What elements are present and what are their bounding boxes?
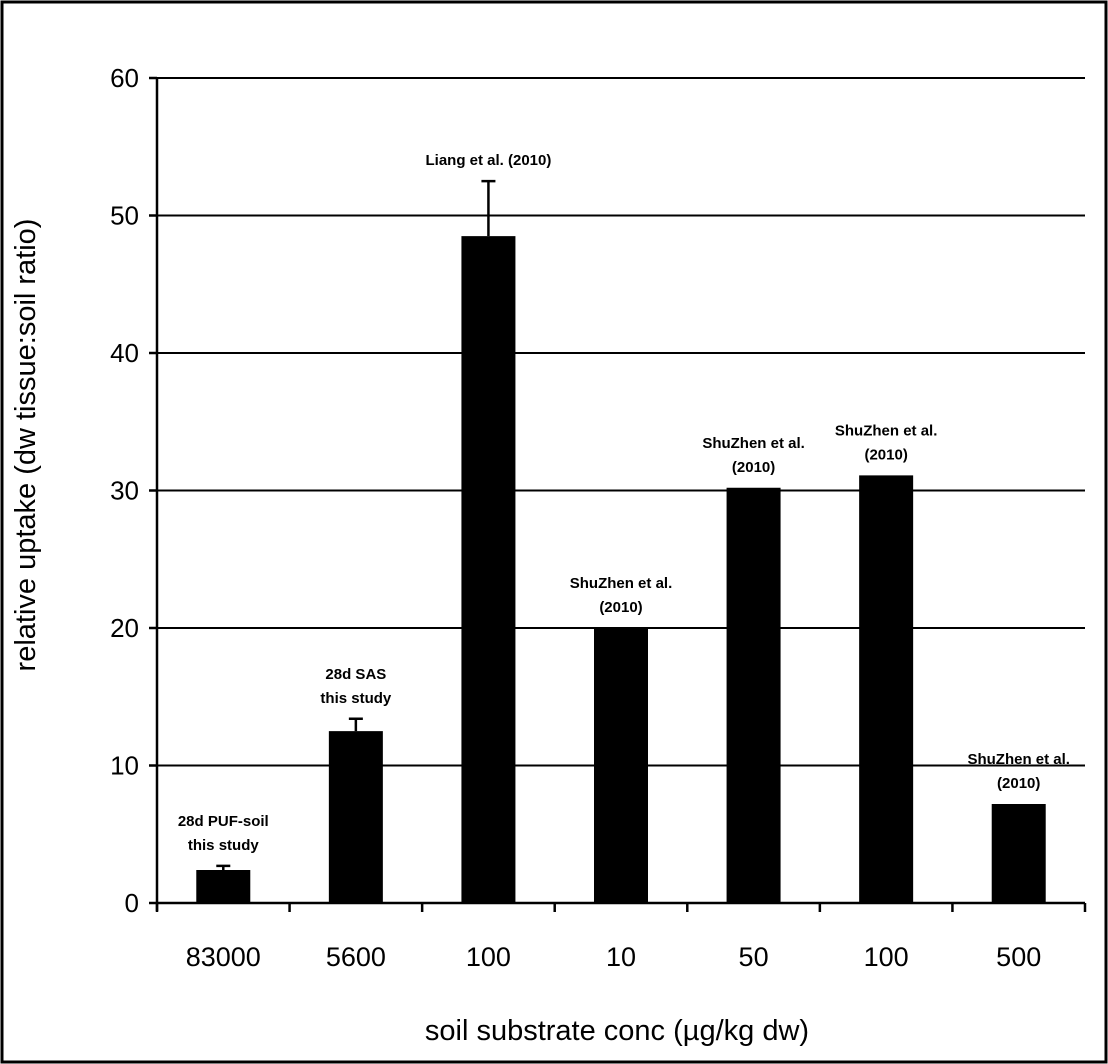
x-tick-label: 50: [739, 942, 769, 972]
bar: [461, 236, 516, 903]
bar-annotation: ShuZhen et al. (2010): [967, 751, 1070, 792]
y-tick-label: 60: [110, 63, 139, 93]
bar-annotation: 28d SAS this study: [320, 666, 391, 707]
bar-annotation: ShuZhen et al. (2010): [702, 435, 805, 476]
gridlines: [157, 77, 1085, 767]
bar-annotation-line: ShuZhen et al.: [835, 422, 938, 439]
labels: 0 10 20 30 40 50 60 83000 28d PUF-soil this study…: [110, 63, 1070, 972]
bar-annotation: Liang et al. (2010): [425, 152, 551, 169]
bars: [196, 179, 1046, 903]
bar-annotation-line: this study: [320, 690, 391, 707]
bar: [991, 804, 1046, 903]
bar-annotation-line: ShuZhen et al.: [570, 575, 673, 592]
bar-annotation-line: (2010): [864, 446, 907, 463]
bar-annotation-line: (2010): [732, 459, 775, 476]
y-axis-title: relative uptake (dw tissue:soil ratio): [10, 219, 42, 672]
x-tick-label: 5600: [326, 942, 386, 972]
bar: [196, 870, 251, 903]
y-tick-label: 10: [110, 751, 139, 781]
x-tick-label: 100: [864, 942, 909, 972]
x-tick-label: 100: [466, 942, 511, 972]
bar-annotation-line: 28d SAS: [325, 666, 386, 683]
bar-annotation: ShuZhen et al. (2010): [570, 575, 673, 616]
x-axis-title: soil substrate conc (µg/kg dw): [425, 1015, 809, 1047]
x-tick-label: 500: [996, 942, 1041, 972]
y-tick-label: 0: [125, 888, 139, 918]
axes: [149, 76, 1087, 912]
bar-annotation: ShuZhen et al. (2010): [835, 422, 938, 463]
bar-annotation-line: 28d PUF-soil: [178, 813, 269, 830]
x-tick-label: 10: [606, 942, 636, 972]
bar-annotation-line: Liang et al. (2010): [425, 152, 551, 169]
bar-annotation: 28d PUF-soil this study: [178, 813, 269, 854]
bar: [594, 628, 648, 903]
bar-annotation-line: (2010): [599, 599, 642, 616]
bar-annotation-line: ShuZhen et al.: [967, 751, 1070, 768]
y-tick-label: 40: [110, 338, 139, 368]
bar-annotation-line: (2010): [997, 775, 1040, 792]
bar-annotation-line: this study: [188, 837, 259, 854]
bar: [328, 731, 383, 903]
y-tick-label: 20: [110, 613, 139, 643]
y-tick-label: 30: [110, 476, 139, 506]
x-tick-label: 83000: [186, 942, 261, 972]
bar-annotation-line: ShuZhen et al.: [702, 435, 805, 452]
bar: [859, 475, 914, 903]
bar: [726, 487, 781, 903]
y-tick-label: 50: [110, 201, 139, 231]
